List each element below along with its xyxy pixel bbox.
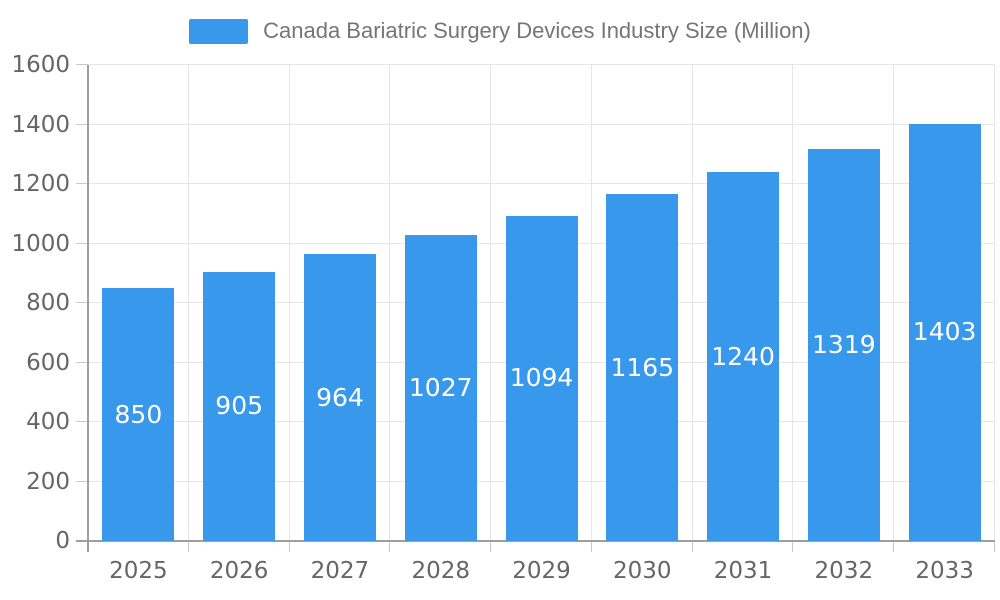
x-axis-line — [76, 540, 995, 542]
y-tick-label: 1000 — [11, 230, 70, 257]
y-tick-label: 800 — [26, 290, 70, 316]
h-gridline — [88, 64, 995, 65]
v-gridline — [893, 65, 895, 541]
bar-value-label: 1027 — [408, 373, 473, 403]
v-gridline — [691, 65, 693, 541]
y-tick-label: 1600 — [11, 52, 70, 78]
v-gridline — [288, 65, 290, 541]
bar-value-label: 1319 — [812, 329, 876, 359]
x-tick-label: 2030 — [612, 558, 672, 584]
y-tick-label: 1400 — [11, 111, 70, 138]
y-tick-label: 1200 — [11, 171, 70, 197]
y-tick-label: 400 — [26, 409, 70, 435]
x-tick-label: 2025 — [109, 558, 168, 584]
x-tick — [691, 541, 693, 552]
x-tick — [187, 541, 189, 552]
x-tick-label: 2033 — [915, 558, 974, 584]
bar-value-label: 850 — [114, 399, 163, 429]
bar-value-label: 1240 — [711, 341, 775, 371]
bar-2030[interactable]: 1165 — [606, 194, 679, 541]
bar-value-label: 905 — [215, 391, 264, 421]
bar-2028[interactable]: 1027 — [404, 235, 477, 541]
x-tick — [490, 541, 492, 552]
y-tick — [76, 421, 88, 422]
bar-2032[interactable]: 1319 — [807, 148, 880, 541]
legend: Canada Bariatric Surgery Devices Industr… — [0, 18, 1000, 44]
bar-value-label: 1094 — [509, 363, 574, 393]
y-tick — [76, 361, 88, 363]
x-tick — [590, 541, 592, 552]
y-tick — [76, 123, 88, 125]
legend-label: Canada Bariatric Surgery Devices Industr… — [263, 18, 811, 43]
x-tick — [288, 541, 290, 552]
x-tick-label: 2028 — [411, 558, 470, 584]
y-tick-label: 0 — [55, 528, 70, 554]
x-tick — [994, 541, 995, 552]
bar-2031[interactable]: 1240 — [707, 172, 780, 541]
x-tick — [389, 541, 391, 552]
y-tick-label: 600 — [26, 349, 70, 376]
y-tick — [76, 242, 88, 244]
y-tick-label: 200 — [26, 468, 70, 495]
h-gridline — [88, 183, 995, 184]
bar-2029[interactable]: 1094 — [505, 215, 578, 541]
y-tick — [76, 183, 88, 184]
bar-2027[interactable]: 964 — [303, 254, 376, 541]
legend-swatch-icon — [189, 18, 249, 44]
bar-value-label: 1165 — [610, 352, 675, 382]
x-tick-label: 2031 — [713, 558, 773, 584]
bar-2033[interactable]: 1403 — [908, 123, 981, 541]
bar-value-label: 964 — [316, 382, 364, 412]
h-gridline — [88, 123, 995, 125]
x-tick-label: 2032 — [814, 558, 874, 584]
x-tick — [792, 541, 794, 552]
x-tick-label: 2029 — [512, 558, 571, 584]
x-tick-label: 2026 — [209, 558, 269, 584]
v-gridline — [590, 65, 592, 541]
v-gridline — [792, 65, 794, 541]
y-tick — [76, 302, 88, 303]
bar-2025[interactable]: 850 — [102, 288, 175, 541]
v-gridline — [994, 65, 995, 541]
bar-2026[interactable]: 905 — [203, 271, 276, 541]
x-tick — [893, 541, 895, 552]
bar-value-label: 1403 — [912, 317, 977, 347]
y-axis-line — [87, 65, 89, 552]
x-tick-label: 2027 — [310, 558, 370, 584]
v-gridline — [490, 65, 492, 541]
y-tick — [76, 480, 88, 482]
v-gridline — [187, 65, 189, 541]
y-tick — [76, 64, 88, 65]
v-gridline — [389, 65, 391, 541]
legend-item[interactable]: Canada Bariatric Surgery Devices Industr… — [189, 18, 811, 44]
